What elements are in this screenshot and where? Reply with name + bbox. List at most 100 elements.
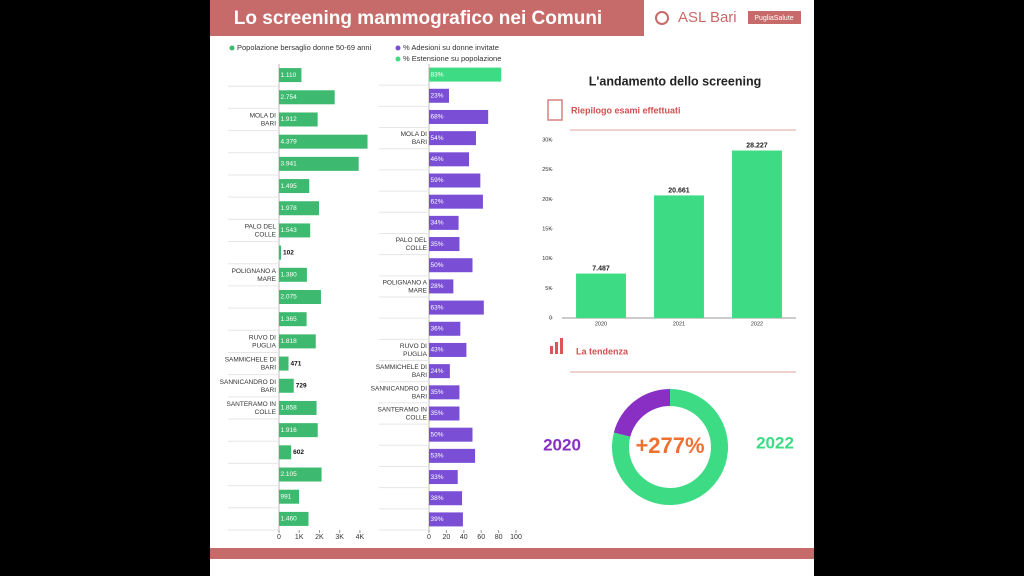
trend-icon bbox=[550, 346, 553, 354]
category-label: POLIGNANO A MARE bbox=[383, 279, 428, 294]
legend-marker bbox=[229, 45, 235, 51]
value-label: 35% bbox=[431, 241, 444, 248]
trend-icon bbox=[555, 342, 558, 354]
value-label: 83% bbox=[431, 71, 444, 78]
bar bbox=[429, 491, 463, 506]
bar bbox=[429, 470, 458, 485]
bar bbox=[279, 134, 368, 149]
bar bbox=[576, 273, 626, 318]
category-label: SANTERAMO IN COLLE bbox=[227, 401, 277, 416]
value-label: 1.978 bbox=[281, 205, 298, 212]
header-bar bbox=[210, 0, 644, 36]
bar bbox=[429, 448, 476, 463]
bar bbox=[279, 179, 310, 194]
y-tick-label: 0 bbox=[549, 315, 552, 321]
category-label: PALO DEL COLLE bbox=[396, 237, 428, 252]
category-label: MOLA DI BARI bbox=[401, 131, 428, 146]
x-tick-label: 2020 bbox=[595, 321, 607, 327]
value-label: 68% bbox=[431, 114, 444, 121]
brand-box bbox=[748, 11, 801, 24]
category-label: SANNICANDRO DI BARI bbox=[220, 378, 277, 393]
donut-slice bbox=[612, 389, 729, 505]
bar bbox=[279, 112, 318, 127]
bar bbox=[279, 223, 311, 238]
bar bbox=[429, 88, 450, 103]
value-label: 1.380 bbox=[281, 272, 298, 279]
bar bbox=[429, 512, 463, 527]
legend-label: % Adesioni su donne invitate bbox=[403, 43, 499, 52]
bar bbox=[429, 300, 484, 315]
bar bbox=[279, 334, 316, 349]
bar bbox=[279, 423, 318, 438]
category-label: RUVO DI PUGLIA bbox=[400, 343, 428, 358]
annotation: +277% bbox=[635, 433, 704, 458]
doc-icon bbox=[547, 99, 563, 121]
value-label: 50% bbox=[431, 431, 444, 438]
x-tick-label: 20 bbox=[443, 534, 451, 541]
logo: ASL Bari bbox=[678, 9, 737, 26]
bar bbox=[429, 406, 460, 421]
value-label: 2.105 bbox=[281, 471, 298, 478]
bar bbox=[429, 427, 473, 442]
x-tick-label: 60 bbox=[477, 534, 485, 541]
bar bbox=[279, 290, 321, 304]
x-tick-label: 1K bbox=[295, 534, 304, 541]
value-label: 35% bbox=[431, 410, 444, 417]
value-label: 38% bbox=[431, 495, 444, 502]
bar bbox=[279, 378, 294, 393]
value-label: 59% bbox=[431, 177, 444, 184]
x-tick-label: 0 bbox=[277, 534, 281, 541]
bar bbox=[279, 445, 292, 460]
y-tick-label: 30K bbox=[542, 137, 552, 143]
brand: PugliaSalute bbox=[754, 15, 793, 22]
value-label: 1.916 bbox=[281, 427, 298, 434]
bar bbox=[654, 195, 704, 318]
bar bbox=[279, 312, 307, 327]
category-label: 2022 bbox=[756, 433, 794, 452]
legend-marker bbox=[395, 56, 401, 62]
legend-label: Popolazione bersaglio donne 50-69 anni bbox=[237, 43, 372, 52]
bar bbox=[429, 173, 481, 188]
value-label: 729 bbox=[296, 382, 307, 389]
value-label: 54% bbox=[431, 135, 444, 142]
x-tick-label: 40 bbox=[460, 534, 468, 541]
donut-slice bbox=[613, 389, 670, 437]
section-subtitle: Riepilogo esami effettuati bbox=[571, 105, 681, 115]
x-tick-label: 3K bbox=[335, 534, 344, 541]
y-tick-label: 5K bbox=[545, 286, 552, 292]
x-tick-label: 80 bbox=[495, 534, 503, 541]
bar bbox=[429, 131, 476, 146]
trend-icon bbox=[560, 338, 563, 354]
x-tick-label: 4K bbox=[356, 534, 365, 541]
bar bbox=[279, 267, 307, 282]
legend-marker bbox=[395, 45, 401, 51]
y-tick-label: 10K bbox=[542, 256, 552, 262]
y-tick-label: 25K bbox=[542, 167, 552, 173]
legend-label: % Estensione su popolazione bbox=[403, 54, 501, 63]
bar bbox=[429, 385, 460, 400]
bar bbox=[732, 150, 782, 318]
footer-bar bbox=[210, 548, 814, 559]
value-label: 35% bbox=[431, 389, 444, 396]
value-label: 102 bbox=[283, 249, 294, 256]
value-label: 34% bbox=[431, 220, 444, 227]
x-tick-label: 100 bbox=[510, 534, 522, 541]
value-label: 3.941 bbox=[281, 161, 298, 168]
section-title: L'andamento dello screening bbox=[589, 74, 761, 88]
bar bbox=[429, 215, 459, 230]
value-label: 7.487 bbox=[592, 265, 610, 272]
bar bbox=[429, 237, 460, 252]
value-label: 1.365 bbox=[281, 316, 298, 323]
bar bbox=[279, 68, 302, 83]
bar bbox=[429, 109, 489, 124]
value-label: 1.858 bbox=[281, 405, 298, 412]
value-label: 62% bbox=[431, 198, 444, 205]
x-tick-label: 0 bbox=[427, 534, 431, 541]
value-label: 39% bbox=[431, 516, 444, 523]
category-label: SAMMICHELE DI BARI bbox=[225, 356, 276, 371]
bar bbox=[279, 356, 289, 371]
value-label: 53% bbox=[431, 453, 444, 460]
bar bbox=[279, 467, 322, 482]
bar bbox=[429, 258, 473, 273]
